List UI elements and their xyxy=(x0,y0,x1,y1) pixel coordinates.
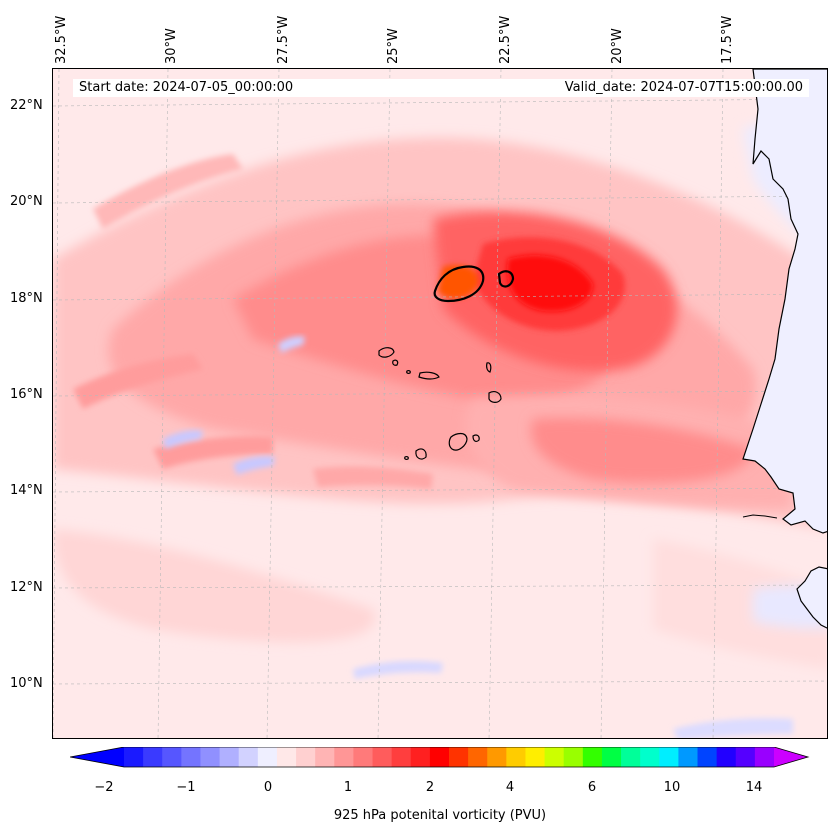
colorbar-swatch xyxy=(124,747,144,767)
colorbar-tick-0: 0 xyxy=(263,780,273,795)
pv-field-map xyxy=(53,69,827,738)
lat-label-10n: 10°N xyxy=(10,676,43,691)
lat-label-14n: 14°N xyxy=(10,483,43,498)
colorbar-swatch xyxy=(353,747,374,767)
colorbar-swatch xyxy=(601,747,622,767)
cape-verde-islands xyxy=(378,347,502,460)
lat-label-20n: 20°N xyxy=(10,194,43,209)
colorbar-swatch xyxy=(640,747,660,767)
colorbar-label: 925 hPa potenital vorticity (PVU) xyxy=(333,808,547,823)
colorbar-swatch xyxy=(449,747,469,767)
colorbar-swatch xyxy=(143,747,163,767)
colorbar-swatch xyxy=(257,747,278,767)
colorbar-swatch xyxy=(181,747,201,767)
colorbar-over-arrow xyxy=(774,747,808,767)
colorbar-swatch xyxy=(468,747,488,767)
colorbar-swatch xyxy=(315,747,335,767)
lon-label-17-5w: 17.5°W xyxy=(720,15,735,64)
colorbar-swatch xyxy=(678,747,699,767)
lat-label-18n: 18°N xyxy=(10,291,43,306)
colorbar-swatch xyxy=(716,747,737,767)
colorbar-swatch xyxy=(391,747,412,767)
lat-label-16n: 16°N xyxy=(10,387,43,402)
lon-label-20w: 20°W xyxy=(610,28,625,64)
map-panel[interactable]: Start date: 2024-07-05_00:00:00 Valid_da… xyxy=(52,68,828,739)
colorbar-swatch xyxy=(334,747,354,767)
lon-label-32-5w: 32.5°W xyxy=(54,15,69,64)
lat-label-12n: 12°N xyxy=(10,580,43,595)
gambia-inlet xyxy=(742,514,778,519)
colorbar-swatch xyxy=(506,747,526,767)
colorbar-swatch xyxy=(563,747,584,767)
colorbar-tick-neg2: −2 xyxy=(94,780,114,795)
valid-date-label: Valid_date: 2024-07-07T15:00:00.00 xyxy=(564,80,803,95)
colorbar-swatch xyxy=(200,747,221,767)
colorbar-swatch xyxy=(219,747,240,767)
lon-label-27-5w: 27.5°W xyxy=(276,15,291,64)
colorbar-under-arrow xyxy=(70,747,124,767)
colorbar-swatch xyxy=(697,747,718,767)
colorbar-swatch xyxy=(410,747,431,767)
colorbar-tick-2: 2 xyxy=(425,780,435,795)
colorbar-swatch xyxy=(735,747,756,767)
start-date-label: Start date: 2024-07-05_00:00:00 xyxy=(79,80,294,95)
pv-contour-2 xyxy=(433,265,515,303)
colorbar-tick-1: 1 xyxy=(343,780,353,795)
colorbar-swatch xyxy=(296,747,316,767)
africa-coastline xyxy=(742,69,827,629)
colorbar-tick-10: 10 xyxy=(663,780,681,795)
colorbar-swatch xyxy=(544,747,565,767)
colorbar-swatch xyxy=(754,747,775,767)
colorbar-swatch xyxy=(276,747,297,767)
colorbar-swatch xyxy=(659,747,679,767)
date-info-bar: Start date: 2024-07-05_00:00:00 Valid_da… xyxy=(73,79,809,97)
colorbar-swatch xyxy=(621,747,641,767)
colorbar-swatch xyxy=(582,747,603,767)
lat-label-22n: 22°N xyxy=(10,98,43,113)
pv-shading xyxy=(53,107,827,738)
colorbar xyxy=(70,747,810,768)
colorbar-outline xyxy=(70,747,810,768)
colorbar-tick-4: 4 xyxy=(505,780,515,795)
colorbar-tick-14: 14 xyxy=(745,780,763,795)
lon-label-25w: 25°W xyxy=(386,28,401,64)
colorbar-swatch xyxy=(429,747,450,767)
colorbar-swatch xyxy=(238,747,259,767)
lon-label-30w: 30°W xyxy=(164,28,179,64)
colorbar-swatch xyxy=(487,747,507,767)
colorbar-swatch xyxy=(162,747,182,767)
graticule xyxy=(53,69,827,738)
colorbar-tick-6: 6 xyxy=(587,780,597,795)
lon-label-22-5w: 22.5°W xyxy=(498,15,513,64)
colorbar-swatch xyxy=(525,747,546,767)
colorbar-tick-neg1: −1 xyxy=(176,780,196,795)
colorbar-swatch xyxy=(372,747,393,767)
